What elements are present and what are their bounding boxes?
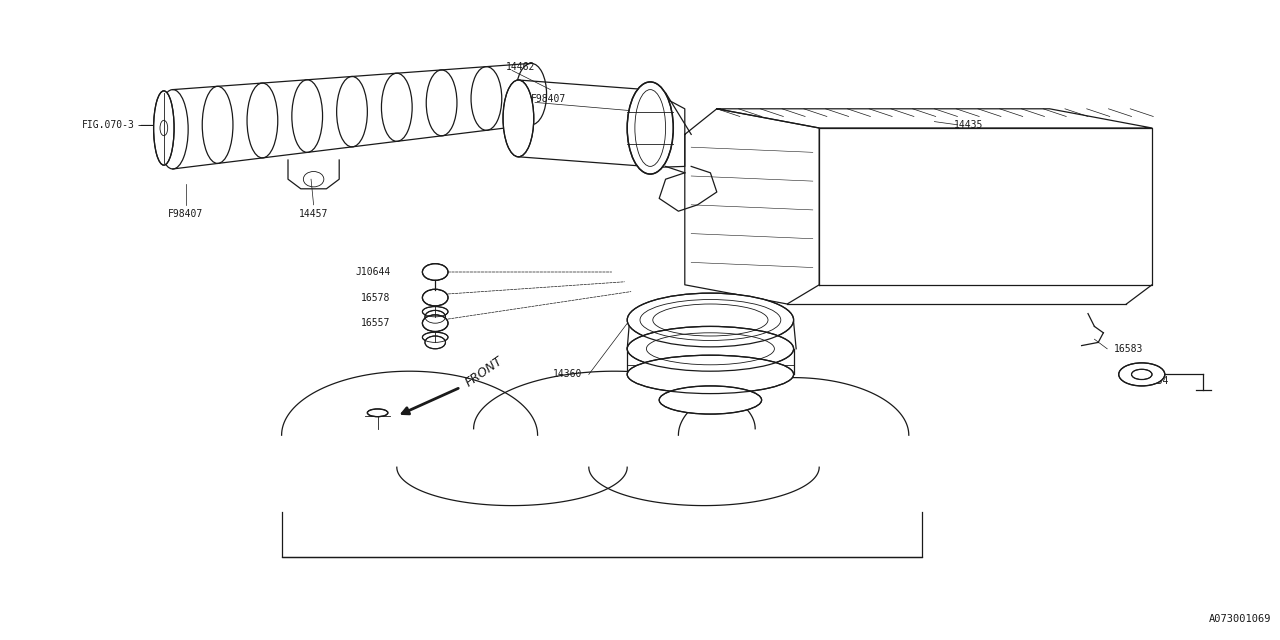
Text: 14435: 14435 bbox=[954, 120, 983, 130]
Ellipse shape bbox=[627, 82, 673, 174]
Text: A073001069: A073001069 bbox=[1208, 614, 1271, 624]
Text: J10644: J10644 bbox=[355, 267, 390, 277]
Text: 16578: 16578 bbox=[361, 292, 390, 303]
Ellipse shape bbox=[422, 264, 448, 280]
Text: 14360: 14360 bbox=[553, 369, 582, 380]
Ellipse shape bbox=[422, 332, 448, 342]
Text: F98407: F98407 bbox=[168, 209, 204, 220]
Ellipse shape bbox=[422, 307, 448, 317]
Text: FRONT: FRONT bbox=[463, 354, 506, 389]
Ellipse shape bbox=[1132, 369, 1152, 380]
Ellipse shape bbox=[1119, 363, 1165, 386]
Text: 14457: 14457 bbox=[300, 209, 328, 220]
Ellipse shape bbox=[154, 91, 174, 165]
Text: 14462: 14462 bbox=[506, 62, 535, 72]
Text: 22634: 22634 bbox=[1139, 376, 1169, 386]
Ellipse shape bbox=[627, 326, 794, 371]
Ellipse shape bbox=[659, 386, 762, 414]
Text: F98407: F98407 bbox=[531, 94, 567, 104]
Ellipse shape bbox=[422, 289, 448, 306]
Ellipse shape bbox=[627, 355, 794, 394]
Text: 46063: 46063 bbox=[698, 401, 727, 412]
Ellipse shape bbox=[627, 293, 794, 347]
Ellipse shape bbox=[503, 80, 534, 157]
Ellipse shape bbox=[425, 310, 445, 323]
Text: 16583: 16583 bbox=[1114, 344, 1143, 354]
Ellipse shape bbox=[425, 336, 445, 349]
Text: FIG.070-3: FIG.070-3 bbox=[82, 120, 134, 130]
Ellipse shape bbox=[367, 409, 388, 417]
Text: 16557: 16557 bbox=[361, 318, 390, 328]
Ellipse shape bbox=[631, 90, 662, 166]
Ellipse shape bbox=[422, 315, 448, 332]
